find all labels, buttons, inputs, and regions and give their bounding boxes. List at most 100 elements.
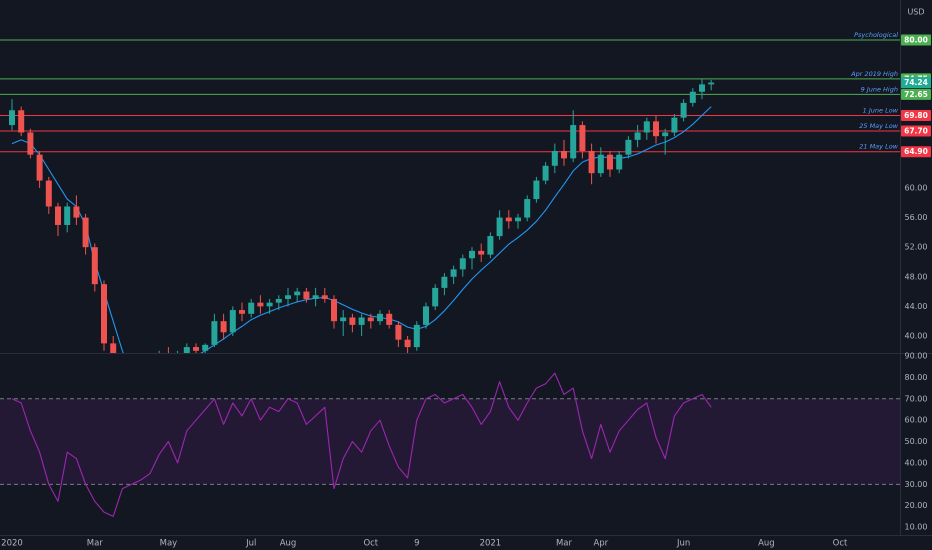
- rsi-band-fill: [0, 398, 900, 485]
- candle-body: [45, 180, 52, 207]
- rsi-tick-label: 70.00: [905, 394, 928, 403]
- rsi-tick-label: 80.00: [905, 373, 928, 382]
- candle-body: [671, 117, 678, 133]
- candle-body: [423, 306, 429, 325]
- candle-body: [616, 154, 623, 170]
- candle-body: [441, 276, 448, 288]
- candle-body: [432, 287, 439, 307]
- candle-body: [634, 132, 641, 140]
- x-tick-label: 2020: [1, 539, 23, 549]
- level-name: 21 May Low: [859, 143, 898, 151]
- candle-body: [653, 121, 659, 137]
- x-tick-label: Jun: [676, 539, 690, 549]
- x-tick-label: Mar: [556, 539, 573, 549]
- candle-body: [689, 91, 696, 103]
- candle-body: [450, 269, 457, 277]
- candle-body: [64, 206, 71, 225]
- candle-body: [248, 302, 255, 314]
- y-tick-label: 60.00: [905, 183, 928, 192]
- axes: USD 40.00 44.00 48.00 52.00 56.00 60.00 10.00 2…: [1, 8, 931, 549]
- candle-body: [478, 250, 485, 255]
- candle-body: [377, 313, 383, 322]
- x-tick-label: Aug: [758, 539, 775, 549]
- candle-body: [487, 236, 494, 255]
- rsi-tick-label: 90.00: [905, 351, 928, 360]
- candle-body: [404, 339, 411, 348]
- candle-body: [588, 150, 595, 174]
- x-tick-label: Oct: [363, 539, 378, 549]
- rsi-tick-label: 40.00: [905, 458, 928, 467]
- level-badge-label: 80.00: [904, 35, 928, 44]
- level-badge: [901, 146, 931, 158]
- rsi-tick-label: 50.00: [905, 437, 928, 446]
- candle-body: [515, 217, 521, 222]
- candle-body: [551, 150, 558, 166]
- candle-body: [36, 154, 43, 181]
- candle-body: [662, 132, 669, 137]
- candle-body: [607, 154, 613, 170]
- y-tick-label: 44.00: [905, 302, 928, 311]
- candle-body: [699, 84, 705, 92]
- y-tick-label: 40.00: [905, 331, 928, 340]
- candle-body: [229, 310, 236, 333]
- candle-body: [708, 82, 715, 85]
- last-price-badge: [901, 77, 931, 89]
- candle-body: [101, 284, 107, 344]
- rsi-pane: [0, 372, 900, 517]
- candle-body: [349, 317, 356, 325]
- candle-body: [643, 121, 650, 133]
- candle-body: [340, 317, 347, 322]
- candle-body: [625, 139, 632, 155]
- candle-body: [294, 291, 301, 296]
- y-tick-label: 56.00: [905, 213, 928, 222]
- level-badge-label: 64.90: [904, 147, 928, 156]
- y-tick-label: 52.00: [905, 243, 928, 252]
- moving-average: [11, 106, 712, 353]
- candle-body: [386, 313, 393, 325]
- candle-body: [680, 102, 687, 118]
- level-badge: [901, 34, 931, 46]
- candle-body: [91, 247, 98, 285]
- level-badge: [901, 109, 931, 121]
- rsi-tick-label: 20.00: [905, 501, 928, 510]
- rsi-tick-label: 10.00: [905, 523, 928, 532]
- candle-body: [202, 344, 209, 351]
- y-tick-label: 48.00: [905, 272, 928, 281]
- candle-body: [505, 217, 512, 222]
- candle-body: [496, 217, 503, 237]
- candle-body: [285, 295, 291, 299]
- candle-body: [524, 199, 531, 218]
- level-name: 25 May Low: [859, 122, 898, 130]
- candle-body: [18, 110, 25, 133]
- level-badge-label: 69.80: [904, 111, 928, 120]
- candle-body: [275, 298, 282, 303]
- candle-body: [533, 180, 540, 200]
- candle-body: [193, 347, 199, 351]
- candle-body: [73, 206, 80, 218]
- candle-body: [579, 125, 586, 151]
- candle-body: [183, 347, 190, 353]
- candle-body: [27, 132, 34, 155]
- x-tick-label: Apr: [593, 539, 608, 549]
- candle-body: [459, 258, 466, 270]
- currency-label: USD: [907, 8, 924, 17]
- candle-body: [542, 165, 549, 181]
- rsi-tick-label: 30.00: [905, 480, 928, 489]
- candle-body: [597, 154, 604, 174]
- level-badge-label: 72.65: [904, 90, 928, 99]
- rsi-tick-label: 60.00: [905, 416, 928, 425]
- candle-body: [321, 295, 328, 299]
- x-tick-label: Aug: [280, 539, 297, 549]
- candle-body: [9, 110, 15, 126]
- x-tick-label: Mar: [87, 539, 104, 549]
- candle-body: [570, 125, 577, 159]
- candle-body: [55, 206, 61, 225]
- candle-body: [211, 321, 218, 345]
- candle-body: [469, 250, 475, 259]
- level-badge-label: 67.70: [904, 126, 928, 135]
- candle-body: [367, 317, 374, 322]
- x-tick-label: Jul: [245, 539, 256, 549]
- x-tick-label: 2021: [480, 539, 502, 549]
